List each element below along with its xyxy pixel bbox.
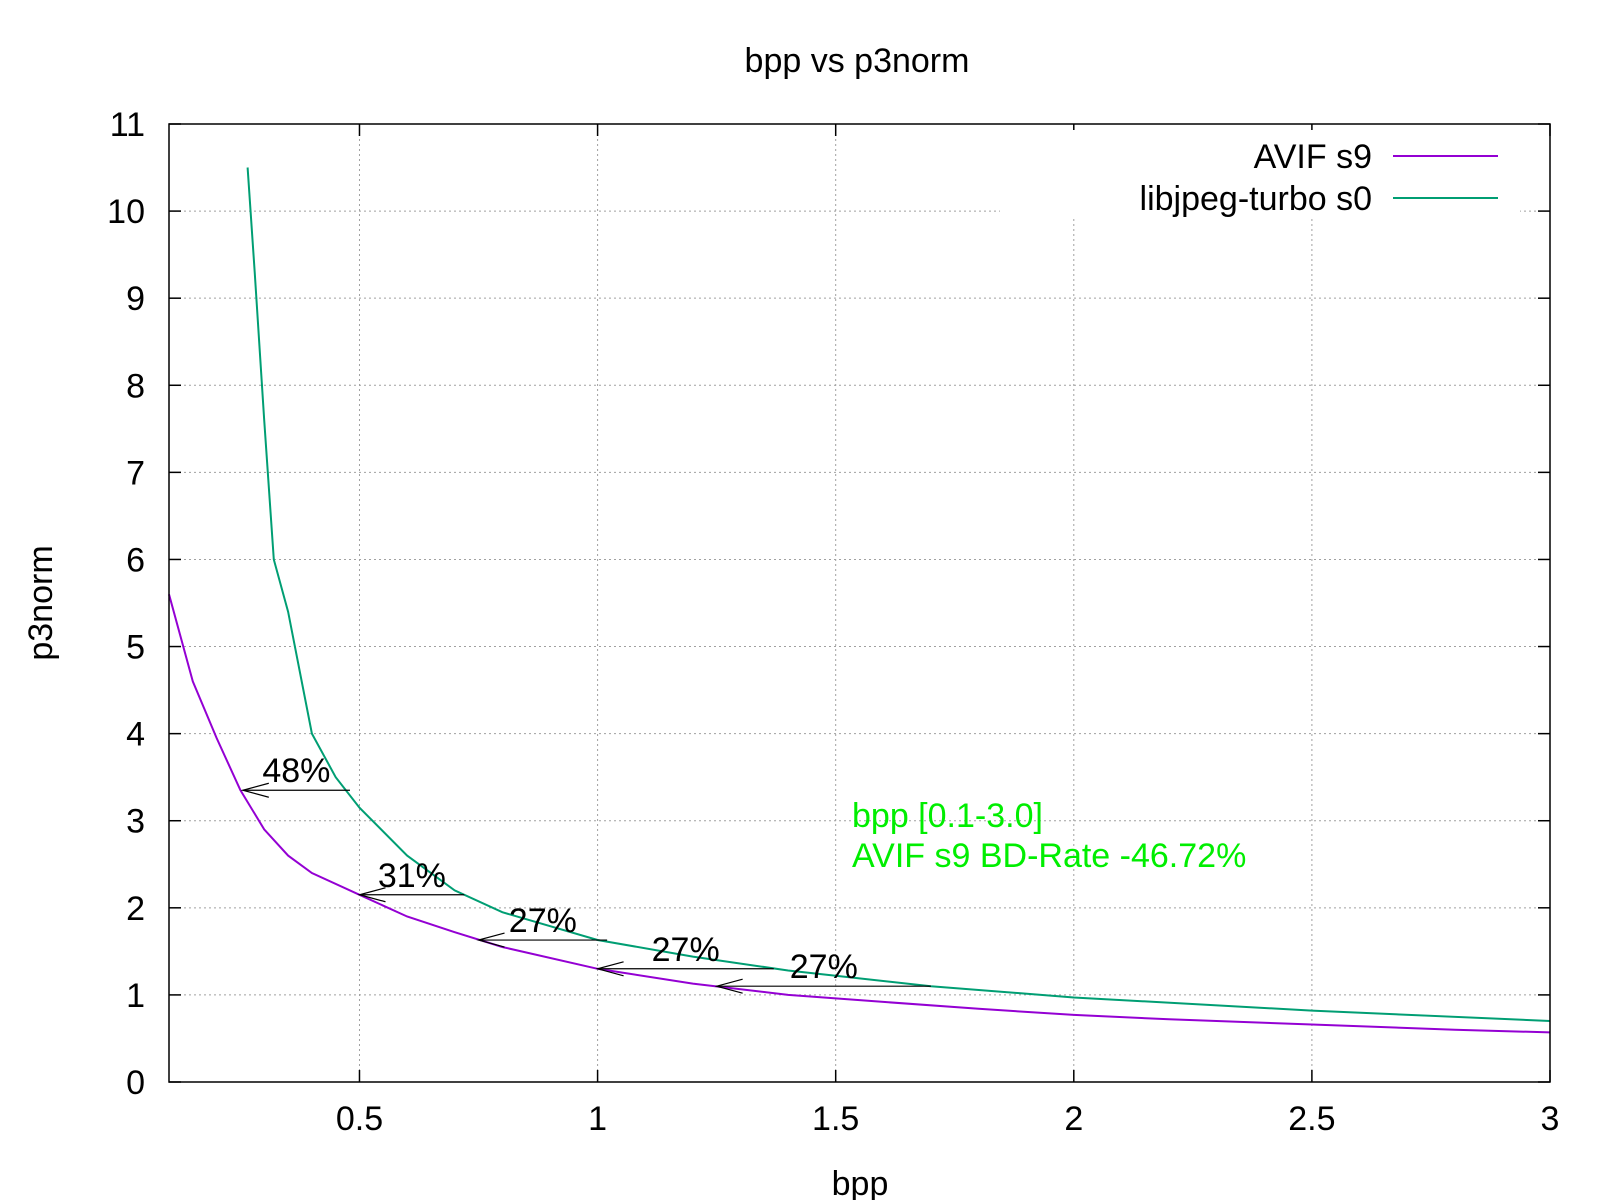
- annotation-arrowhead: [240, 782, 269, 798]
- series-line-1: [246, 167, 1551, 1022]
- x-tick-label: 0.5: [336, 1100, 383, 1138]
- y-tick-label: 4: [126, 716, 145, 754]
- annotation-label: 31%: [378, 857, 446, 895]
- x-tick-label: 2: [1064, 1100, 1083, 1138]
- y-tick-label: 6: [126, 541, 145, 579]
- series-lines: [168, 167, 1551, 1034]
- bd-rate-note: bpp [0.1-3.0]AVIF s9 BD-Rate -46.72%: [852, 797, 1246, 875]
- annotation-arrowhead: [357, 887, 386, 903]
- y-axis-label: p3norm: [22, 545, 60, 660]
- annotation-label: 27%: [652, 931, 720, 969]
- y-tick-label: 1: [126, 977, 145, 1015]
- x-tick-label: 3: [1541, 1100, 1560, 1138]
- annotation-arrowhead: [595, 961, 624, 977]
- legend-label: AVIF s9: [1254, 138, 1372, 176]
- y-tick-label: 10: [107, 193, 145, 231]
- grid: [169, 124, 1550, 1082]
- legend: AVIF s9 libjpeg-turbo s0: [1000, 130, 1520, 218]
- y-tick-label: 8: [126, 367, 145, 405]
- y-tick-label: 2: [126, 890, 145, 928]
- y-tick-label: 11: [110, 106, 145, 144]
- chart-title: bpp vs p3norm: [745, 42, 970, 80]
- legend-label: libjpeg-turbo s0: [1140, 180, 1372, 218]
- annotation-label: 27%: [790, 948, 858, 986]
- x-tick-label: 2.5: [1288, 1100, 1335, 1138]
- y-tick-label: 5: [126, 629, 145, 667]
- plot-frame: [168, 123, 1551, 1083]
- x-tick-label: 1.5: [812, 1100, 859, 1138]
- legend-box: [1000, 130, 1520, 218]
- axis-ticks: 0 1 2 3 4 5 6 7 8 9 10 11 0.5 1 1.5 2 2.5 3: [107, 106, 1559, 1138]
- annotation-label: 48%: [262, 752, 330, 790]
- y-tick-label: 0: [126, 1064, 145, 1102]
- note-line: bpp [0.1-3.0]: [852, 797, 1043, 835]
- note-line: AVIF s9 BD-Rate -46.72%: [852, 837, 1246, 875]
- y-tick-label: 9: [126, 280, 145, 318]
- annotation-label: 27%: [509, 902, 577, 940]
- x-axis-label: bpp: [832, 1165, 889, 1200]
- x-tick-label: 1: [588, 1100, 607, 1138]
- annotations: 48% 31% 27% 27% 27%: [240, 752, 931, 994]
- annotation-arrowhead: [476, 932, 505, 948]
- y-tick-label: 3: [126, 803, 145, 841]
- annotation-arrowhead: [714, 978, 743, 994]
- y-tick-label: 7: [126, 454, 145, 492]
